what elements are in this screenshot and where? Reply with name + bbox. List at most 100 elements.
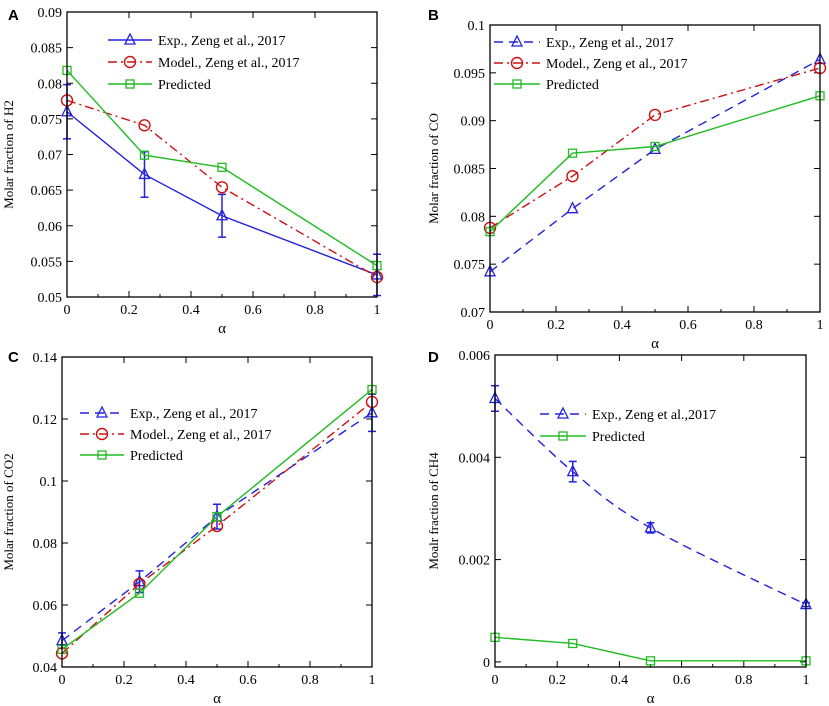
y-tick-label: 0.065 [31,184,63,199]
data-point-triangle [133,574,146,587]
data-point-circle [138,119,151,132]
x-axis-label: α [647,691,655,706]
y-tick-label: 0.004 [459,451,491,466]
y-tick-label: 0.12 [33,413,58,428]
y-tick-label: 0.08 [38,77,63,92]
legend-label: Exp., Zeng et al., 2017 [158,34,286,49]
plot-area [55,384,379,660]
data-point-triangle [566,464,579,477]
x-tick-label: 1 [803,673,810,688]
x-tick-label: 0.4 [611,673,629,688]
plot-area [60,65,384,297]
x-tick-label: 0.8 [735,673,753,688]
data-point-square [568,638,578,649]
chart-panel-c: C 0 0.2 0.4 0.6 0.8 1 0.04 0.06 0.08 0.1 0.12 0.14 α M… [1,349,379,706]
x-tick-label: 0.6 [244,303,262,318]
legend-marker-circle [123,55,137,69]
x-tick-label: 0.8 [301,673,319,688]
x-tick-label: 0.6 [673,673,691,688]
data-point-circle [566,169,579,183]
legend-marker-circle [95,427,109,441]
series-line [494,397,807,606]
panel-letter: D [428,349,439,366]
x-axis-label: α [218,321,226,337]
series-line [61,389,373,650]
y-tick-label: 0.07 [461,306,486,321]
data-point-triangle [566,201,579,214]
y-tick-label: 0.002 [459,554,491,569]
x-tick-label: 0 [492,673,499,688]
data-point-square [134,588,145,598]
legend-label: Exp., Zeng et al., 2017 [546,36,674,51]
legend: Exp., Zeng et al., 2017 Model., Zeng et a… [108,32,300,93]
y-tick-label: 0.07 [38,149,63,164]
y-tick-label: 0.08 [461,210,486,225]
plot-frame [494,354,807,668]
data-point-triangle [644,520,657,533]
x-tick-label: 0.8 [745,318,763,333]
y-tick-label: 0.1 [40,475,58,490]
x-tick-label: 0 [64,303,71,318]
y-tick-label: 0.085 [454,163,486,178]
series-line [66,111,378,276]
legend-label: Exp., Zeng et al.,2017 [592,408,716,423]
x-tick-label: 1 [369,673,376,688]
panel-letter: B [428,7,439,24]
legend-label: Model., Zeng et al., 2017 [158,56,300,71]
y-tick-label: 0.04 [33,661,58,676]
series-line [489,95,821,233]
y-tick-label: 0.075 [454,258,486,273]
x-tick-label: 0.2 [548,673,566,688]
y-tick-label: 0 [483,656,490,671]
series-line [494,636,806,662]
legend: Exp., Zeng et al., 2017 Model., Zeng et a… [80,405,272,464]
series-line [489,58,821,273]
legend-label: Predicted [592,430,645,445]
legend-marker-triangle [95,405,109,418]
y-axis-label: Molar fraction of H2 [1,100,16,209]
x-tick-label: 0.6 [679,318,697,333]
series-square [490,632,811,666]
y-tick-label: 0.1 [468,19,486,34]
chart-panel-d: D 0 0.2 0.4 0.6 0.8 1 0 0.002 0.004 0.006 α Moalr fr… [426,349,813,706]
x-tick-label: 0.2 [547,318,565,333]
x-tick-label: 0.8 [306,303,324,318]
chart-panel-b: B 0 0.2 0.4 0.6 0.8 1 0.07 0.075 0.08 0.085 0.09 0.0… [426,7,827,352]
y-tick-label: 0.055 [31,255,63,270]
legend-marker-square [97,450,107,460]
x-tick-label: 1 [374,303,381,318]
y-tick-label: 0.085 [31,42,63,57]
y-tick-label: 0.09 [38,6,63,21]
legend-marker-square [558,431,568,441]
y-tick-label: 0.006 [459,349,491,364]
x-tick-label: 0.2 [120,303,138,318]
x-tick-label: 0.4 [182,303,200,318]
series-circle [483,61,827,235]
y-axis-label: Molar fraction of CO2 [1,453,16,570]
data-point-circle [648,108,662,122]
data-point-square [650,141,660,152]
series-triangle [483,51,827,277]
x-tick-label: 0.2 [115,673,133,688]
series-triangle [60,83,384,297]
y-tick-label: 0.06 [33,599,58,614]
x-tick-label: 0 [487,318,494,333]
x-axis-label: α [213,691,221,706]
x-axis-label: α [651,336,659,352]
x-tick-label: 0 [59,673,66,688]
data-point-circle [215,181,229,194]
legend-label: Predicted [158,78,211,93]
y-tick-label: 0.05 [38,291,63,306]
x-tick-label: 0.4 [177,673,195,688]
series-line [66,69,378,267]
plot-frame [61,356,373,668]
legend-marker-triangle [510,34,524,47]
data-point-square [217,162,227,172]
y-tick-label: 0.09 [461,115,486,130]
legend-marker-circle [510,56,524,70]
y-tick-label: 0.06 [38,220,63,235]
legend-marker-triangle [123,32,137,45]
plot-frame [489,24,821,313]
data-point-square [645,656,656,666]
